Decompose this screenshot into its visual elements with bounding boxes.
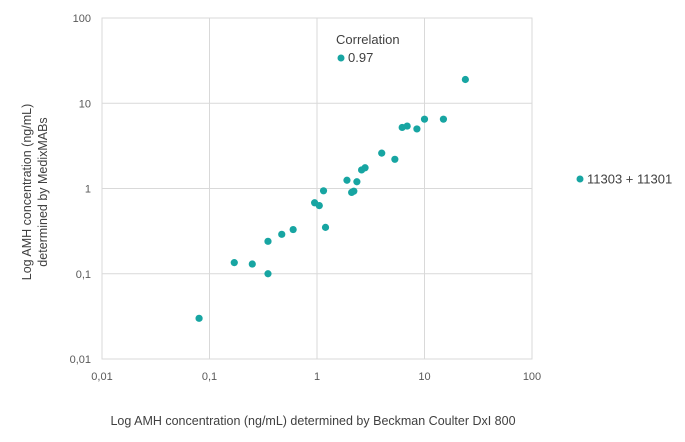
data-point: [403, 122, 411, 130]
data-point: [378, 149, 386, 157]
y-tick-label: 10: [79, 98, 91, 110]
x-axis-title: Log AMH concentration (ng/mL) determined…: [110, 414, 515, 428]
x-tick-label: 10: [418, 371, 430, 383]
y-tick-label: 0,01: [70, 354, 91, 366]
data-point: [439, 115, 448, 123]
data-point: [248, 260, 256, 268]
legend: 11303 + 11301: [576, 172, 672, 187]
y-tick-label: 0,1: [76, 269, 91, 281]
y-axis-title-line-2: determined by MedixMABs: [36, 117, 50, 266]
data-point: [289, 225, 297, 234]
x-tick-label: 100: [523, 371, 541, 383]
y-tick-label: 100: [73, 13, 91, 25]
data-point: [343, 176, 351, 184]
data-point: [461, 75, 469, 84]
plot-area-border: [101, 17, 533, 360]
tick-labels: 0,01 0,1 1 10 100 0,01 0,1 1 10 100: [70, 13, 542, 383]
data-point: [264, 237, 272, 245]
legend-marker: [576, 175, 584, 183]
data-point: [264, 270, 272, 278]
data-point: [391, 155, 399, 163]
data-point: [230, 259, 238, 267]
legend-series-label: 11303 + 11301: [587, 172, 672, 187]
data-point: [315, 202, 323, 210]
data-points: [195, 75, 469, 322]
data-point: [350, 187, 358, 195]
data-point: [361, 164, 369, 172]
data-point: [321, 223, 330, 231]
data-point: [413, 125, 421, 133]
x-tick-label: 0,01: [91, 371, 112, 383]
data-point: [420, 115, 429, 123]
correlation-annotation: Correlation 0.97: [336, 32, 400, 65]
correlation-marker: [337, 54, 345, 62]
y-axis-title-line-1: Log AMH concentration (ng/mL): [20, 104, 34, 280]
data-point: [353, 178, 361, 186]
data-point: [319, 187, 328, 195]
y-tick-label: 1: [85, 184, 91, 196]
y-axis-title: Log AMH concentration (ng/mL) determined…: [20, 104, 50, 280]
x-tick-label: 0,1: [202, 371, 217, 383]
data-point: [195, 314, 203, 322]
data-point: [278, 230, 286, 238]
correlation-label: Correlation: [336, 32, 400, 47]
x-tick-label: 1: [314, 371, 320, 383]
correlation-value: 0.97: [348, 50, 373, 65]
